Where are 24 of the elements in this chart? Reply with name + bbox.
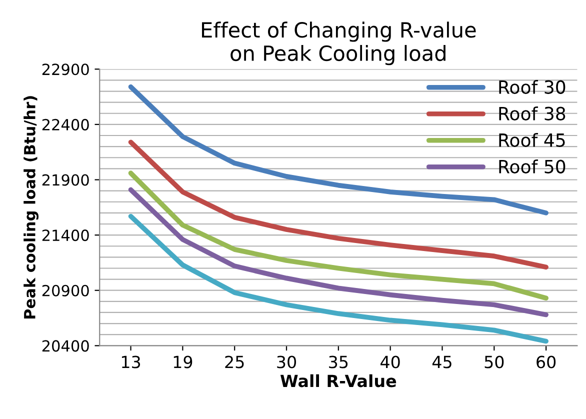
x-tick-label: 30	[277, 356, 296, 368]
x-tick-label: 13	[122, 356, 140, 368]
legend-label: Roof 45	[499, 132, 565, 147]
line-series	[128, 214, 548, 344]
legend-label: Roof 38	[499, 106, 566, 120]
x-axis-title: Wall R-Value	[280, 374, 396, 388]
y-axis-title: Peak cooling load (Btu/hr)	[24, 96, 39, 319]
x-tick-label: 35	[329, 356, 348, 368]
legend-label: Roof 30	[499, 80, 566, 94]
y-tick-label: 20400	[42, 340, 89, 352]
y-tick-label: 20900	[42, 284, 89, 296]
x-tick-label: 19	[174, 356, 192, 368]
chart-title: Effect of Changing R-value on Peak Cooling load	[202, 22, 476, 66]
x-tick-label: 60	[536, 356, 556, 368]
x-tick-label: 45	[432, 356, 452, 368]
y-tick-label: 22900	[42, 64, 89, 76]
y-tick-label: 22400	[42, 118, 89, 130]
x-tick-label: 25	[225, 356, 244, 368]
y-tick-label: 21900	[42, 174, 89, 186]
y-tick-label: 21400	[42, 230, 89, 242]
x-tick-label: 40	[380, 356, 400, 368]
line-series	[128, 187, 548, 318]
x-tick-label: 50	[484, 356, 504, 368]
legend-label: Roof 50	[499, 159, 566, 174]
